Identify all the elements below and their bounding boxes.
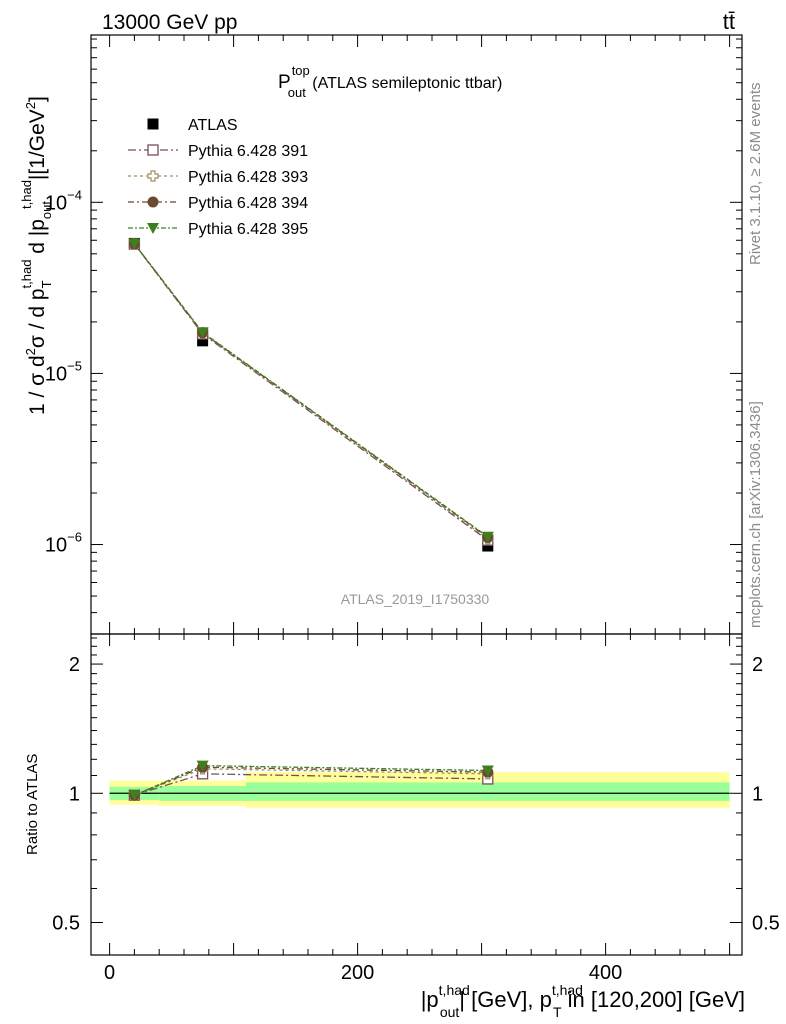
point-data [482,540,494,552]
y-axis-label: 1 / σ d2σ / d pTt,had d |poutt,had|[1/Ge… [19,96,54,415]
legend: ATLAS Pythia 6.428 391 Pythia 6.428 393 Pyt… [128,117,308,238]
process-label: tt̄ [723,9,735,34]
ratio-band-inner [246,782,730,801]
y-tick-label: 10−4 [45,187,82,214]
series-lines [133,243,489,796]
x-tick-label: 400 [589,962,622,984]
point-s395 [128,238,141,250]
x-axis-label: |pt,had out| [GeV], pt,had T in [120,200] … [421,982,745,1020]
legend-label-s393: Pythia 6.428 393 [188,169,308,186]
x-tick-label: 200 [341,962,374,984]
ratio-tick-label: 1 [69,783,80,805]
legend-marker-s394 [147,196,159,208]
collision-energy-label: 13000 GeV pp [102,11,237,34]
series-line-s395 [133,243,489,538]
data-markers [128,237,494,802]
ratio-point-s395 [481,765,494,777]
ratio-tick-label-right: 0.5 [752,912,780,934]
series-line-s394 [133,243,489,538]
x-tick-label: 0 [104,962,115,984]
ratio-tick-label-right: 2 [752,654,763,676]
series-line-s393 [133,243,489,540]
analysis-watermark: ATLAS_2019_I1750330 [341,591,490,607]
legend-label-s394: Pythia 6.428 394 [188,195,308,212]
rivet-version-label: Rivet 3.1.10, ≥ 2.6M events [747,83,764,266]
mcplots-label: mcplots.cern.ch [arXiv:1306.3436] [747,401,764,628]
legend-marker-s391 [147,144,159,156]
legend-marker-s393 [147,170,159,182]
ratio-axis-label: Ratio to ATLAS [24,754,41,855]
tick-labels: 0 200 400 10−6 10−5 10−4 0.5 0.5 1 1 2 2 [45,187,780,984]
ratio-tick-label: 0.5 [52,912,80,934]
legend-marker-s395 [147,223,159,234]
ratio-point-s395 [196,760,209,772]
axis-ticks [91,35,742,955]
series-line-s391 [133,243,489,541]
ratio-tick-label-right: 1 [752,783,763,805]
ratio-tick-label: 2 [69,654,80,676]
ratio-panel-frame [90,633,743,956]
point-s395 [481,531,494,543]
legend-label-data: ATLAS [188,117,238,134]
ratio-point-s395 [128,790,141,802]
plot-title: Ptop out (ATLAS semileptonic ttbar) [278,63,502,100]
legend-marker-data [147,118,159,130]
y-tick-label: 10−5 [45,358,82,385]
point-s395 [196,327,209,339]
legend-label-s395: Pythia 6.428 395 [188,221,308,238]
y-tick-label: 10−6 [45,530,82,557]
legend-label-s391: Pythia 6.428 391 [188,143,308,160]
point-data [197,335,209,347]
